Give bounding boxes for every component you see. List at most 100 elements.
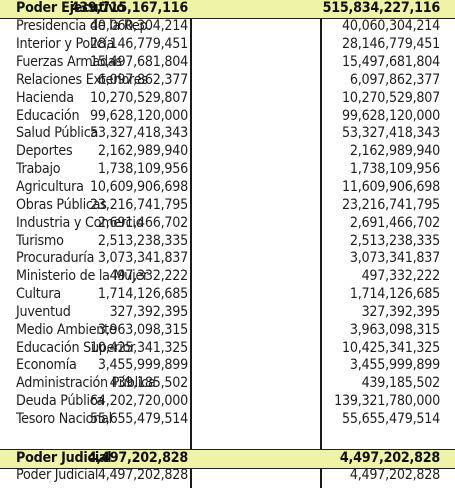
row-label: Tesoro Nacional (16, 411, 112, 427)
row-label: Presidencia de la Rep. (16, 18, 152, 35)
table-row: Educación 99,628,120,000 99,628,120,000 (0, 108, 455, 126)
table-row: Medio Ambiente 3,963,098,315 3,963,098,315 (0, 322, 455, 340)
row-value-col1: 10,609,906,698 (90, 178, 188, 195)
table-row: Obras Públicas 23,216,741,795 23,216,741,7… (0, 197, 455, 215)
row-value-col2: 2,513,238,335 (349, 232, 440, 249)
row-label: Relaciones Exteriores (16, 71, 148, 88)
row-label: Cultura (16, 286, 61, 303)
table-row: Administración Pública 439,185,502 439,185… (0, 375, 455, 393)
row-value-col2: 1,714,126,685 (349, 286, 440, 303)
table-row: Relaciones Exteriores 6,097,862,377 6,097,… (0, 72, 455, 90)
row-value-col2: 139,321,780,000 (334, 393, 440, 410)
row-value-col1: 1,714,126,685 (97, 286, 188, 303)
row-label: Hacienda (16, 89, 74, 106)
row-value-col1: 40,060,304,214 (90, 18, 188, 35)
row-label: Agricultura (16, 178, 84, 195)
table-row: Turismo 2,513,238,335 2,513,238,335 (0, 233, 455, 251)
row-value-col2: 3,455,999,899 (349, 357, 440, 374)
section-total-col2: 515,834,227,116 (322, 0, 441, 16)
row-value-col1: 15,497,681,804 (90, 54, 188, 70)
row-value-col1: 99,628,120,000 (90, 107, 188, 124)
row-label: Ministerio de la Mujer (16, 268, 149, 285)
table-row: Interior y Policía 28,146,779,451 28,146,7… (0, 36, 455, 54)
row-value-col1: 2,162,989,940 (97, 143, 188, 160)
row-label: Turismo (16, 232, 64, 249)
table-row: Industria y Comercio 2,691,466,702 2,691,4… (0, 215, 455, 233)
row-value-col2: 53,327,418,343 (342, 125, 440, 142)
row-value-col2: 3,073,341,837 (349, 250, 440, 267)
row-value-col2: 99,628,120,000 (342, 107, 440, 124)
row-value-col1: 10,270,529,807 (90, 89, 188, 106)
row-value-col1: 3,455,999,899 (97, 357, 188, 374)
section-total-col2: 4,497,202,828 (339, 450, 440, 466)
row-label: Interior y Policía (16, 36, 115, 53)
table-row: Fuerzas Armadas 15,497,681,804 15,497,681,… (0, 54, 455, 72)
section-label: Poder Judicial (16, 450, 112, 466)
row-value-col1: 64,202,720,000 (90, 393, 188, 410)
row-label: Procuraduría (16, 250, 95, 267)
row-value-col1: 1,738,109,956 (97, 161, 188, 178)
row-label: Medio Ambiente (16, 321, 117, 338)
table-row: Procuraduría 3,073,341,837 3,073,341,837 (0, 250, 455, 268)
row-value-col2: 11,609,906,698 (342, 178, 440, 195)
row-value-col1: 10,425,341,325 (90, 339, 188, 356)
row-value-col2: 10,425,341,325 (342, 339, 440, 356)
row-value-col2: 3,963,098,315 (349, 321, 440, 338)
section-total-col1: 4,497,202,828 (87, 450, 188, 466)
row-value-col2: 40,060,304,214 (342, 18, 440, 35)
table-row: Tesoro Nacional 55,655,479,514 55,655,479,… (0, 411, 455, 429)
column-divider-left (190, 0, 192, 488)
row-label: Administración Pública (16, 375, 156, 392)
row-value-col2: 439,185,502 (361, 375, 441, 392)
row-label: Fuerzas Armadas (16, 54, 122, 70)
row-label: Poder Judicial (16, 467, 99, 483)
row-label: Educación Superior (16, 339, 136, 356)
row-value-col2: 497,332,222 (361, 268, 441, 285)
row-value-col2: 6,097,862,377 (349, 71, 440, 88)
row-label: Obras Públicas (16, 196, 107, 213)
table-row: Ministerio de la Mujer 497,332,222 497,332… (0, 268, 455, 286)
row-label: Juventud (16, 303, 71, 320)
row-label: Deuda Pública (16, 393, 105, 410)
row-label: Deportes (16, 143, 73, 160)
row-value-col2: 28,146,779,451 (342, 36, 440, 53)
row-value-col1: 3,963,098,315 (97, 321, 188, 338)
row-value-col1: 53,327,418,343 (90, 125, 188, 142)
row-value-col1: 497,332,222 (109, 268, 189, 285)
table-row: Poder Judicial 4,497,202,828 4,497,202,828 (0, 467, 455, 485)
table-row: Salud Pública 53,327,418,343 53,327,418,34… (0, 125, 455, 143)
table-row: Juventud 327,392,395 327,392,395 (0, 304, 455, 322)
row-value-col1: 23,216,741,795 (90, 196, 188, 213)
table-row: Agricultura 10,609,906,698 11,609,906,698 (0, 179, 455, 197)
row-value-col2: 15,497,681,804 (342, 54, 440, 70)
row-value-col2: 2,162,989,940 (349, 143, 440, 160)
row-value-col2: 23,216,741,795 (342, 196, 440, 213)
row-label: Salud Pública (16, 125, 99, 142)
row-value-col1: 4,497,202,828 (97, 467, 188, 483)
row-value-col2: 327,392,395 (361, 303, 441, 320)
table-row: Economía 3,455,999,899 3,455,999,899 (0, 357, 455, 375)
row-value-col1: 2,691,466,702 (97, 214, 188, 231)
row-label: Industria y Comercio (16, 214, 144, 231)
row-label: Economía (16, 357, 77, 374)
row-label: Educación (16, 107, 80, 124)
section-total-col1: 439,715,167,116 (70, 0, 189, 16)
row-value-col1: 327,392,395 (109, 303, 189, 320)
row-value-col1: 55,655,479,514 (90, 411, 188, 427)
row-value-col2: 2,691,466,702 (349, 214, 440, 231)
section-label: Poder Ejecutivo (16, 0, 125, 16)
table-row: Trabajo 1,738,109,956 1,738,109,956 (0, 161, 455, 179)
row-value-col1: 3,073,341,837 (97, 250, 188, 267)
row-value-col1: 28,146,779,451 (90, 36, 188, 53)
row-value-col1: 2,513,238,335 (97, 232, 188, 249)
table-row: Presidencia de la Rep. 40,060,304,214 40,0… (0, 18, 455, 36)
column-divider-right (320, 0, 322, 488)
row-label: Trabajo (16, 161, 61, 178)
section-header-executive: Poder Ejecutivo 439,715,167,116 515,834,… (0, 0, 455, 19)
table-row: Educación Superior 10,425,341,325 10,425,3… (0, 340, 455, 358)
row-value-col2: 55,655,479,514 (342, 411, 440, 427)
section-header-judicial: Poder Judicial 4,497,202,828 4,497,202,8… (0, 449, 455, 469)
row-value-col2: 4,497,202,828 (349, 467, 440, 483)
row-value-col2: 10,270,529,807 (342, 89, 440, 106)
